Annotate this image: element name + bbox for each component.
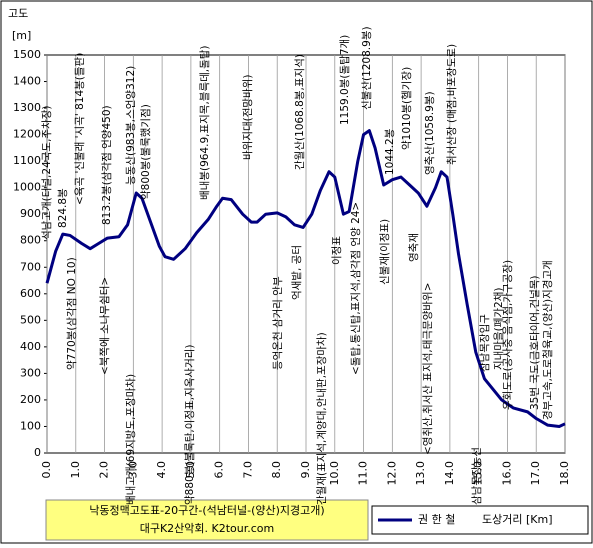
- footer-title: 낙동정맥고도표-20구간-(석남터널-(양산)지경고개): [89, 504, 324, 517]
- annotation: 약880봉(불룩탄,이정표,지옥사거리): [184, 345, 196, 506]
- annotation: 1044.2봉: [384, 128, 396, 175]
- x-tick-label: 18.0: [558, 461, 571, 486]
- y-tick-label: 1300: [13, 101, 41, 114]
- y-tick-label: 700: [20, 260, 41, 273]
- x-tick-label: 0.0: [40, 461, 53, 479]
- y-tick-label: 900: [20, 207, 41, 220]
- annotation: 이정표: [331, 236, 343, 265]
- legend-label: 권 한 철: [418, 513, 455, 526]
- x-axis-title: 도상거리 [Km]: [482, 513, 553, 526]
- annotation: 영축재: [408, 233, 420, 262]
- y-tick-label: 0: [34, 446, 41, 459]
- x-tick-label: 8.0: [270, 461, 283, 479]
- annotation: <영취산,취서산 표지석,태극문양바위>: [421, 282, 434, 455]
- y-tick-label: 1200: [13, 128, 41, 141]
- annotation: 취서산장 (매점,비포장도로): [446, 44, 458, 165]
- annotation: 바위지대(전망바위): [241, 75, 254, 160]
- annotation: 배내고개(69지방도,포장마차): [125, 374, 137, 505]
- annotation: 신불산(1208.9봉): [361, 26, 373, 110]
- y-tick-label: 100: [20, 419, 41, 432]
- y-tick-label: 1000: [13, 181, 41, 194]
- x-tick-label: 5.0: [184, 461, 197, 479]
- annotation: <육곡 '신불래 '시곡' 814봉(들판): [74, 53, 86, 205]
- annotation: 능동산(983봉,스언양312): [125, 66, 137, 185]
- annotation: 1159.0봉(돌탑7개): [339, 35, 351, 125]
- annotation: 35번 국도(금호타이어,건널목): [529, 276, 541, 411]
- x-tick-label: 4.0: [155, 461, 168, 479]
- annotation: 석남고개(터널,24국도,주차장): [41, 106, 53, 241]
- x-tick-label: 3.0: [126, 461, 139, 479]
- x-tick-label: 12.0: [385, 461, 398, 486]
- x-tick-label: 1.0: [69, 461, 82, 479]
- annotation: 경부고속,도로철육교,(양산)지경고개: [541, 260, 554, 420]
- annotation: 지내마을(폐가2채): [493, 288, 505, 371]
- y-tick-label: 500: [20, 313, 41, 326]
- y-tick-label: 200: [20, 393, 41, 406]
- annotation: 간월재(표지석,계양대,안내판,포장마차): [316, 332, 328, 505]
- annotation: 약770봉(삼각점 NO 10): [66, 257, 78, 370]
- y-axis-title: 고도: [8, 7, 28, 20]
- annotation: 영축산(1058.9봉): [424, 91, 436, 175]
- x-tick-label: 16.0: [500, 461, 513, 486]
- annotation: 삼남목장입구: [478, 314, 491, 372]
- x-tick-label: 17.0: [529, 461, 542, 486]
- y-tick-label: 800: [20, 234, 41, 247]
- annotation: 삼남목장능선: [471, 447, 483, 505]
- y-tick-label: 1400: [13, 75, 41, 88]
- legend: [371, 505, 589, 535]
- y-tick-label: 300: [20, 366, 41, 379]
- y-axis-unit: [m]: [12, 29, 31, 42]
- annotation: <돌탑,통신탑,표지석,삼각점 언양 24>: [350, 202, 362, 375]
- annotation: 억새밭, 공터: [291, 245, 303, 300]
- x-tick-label: 6.0: [213, 461, 226, 479]
- x-tick-label: 13.0: [414, 461, 427, 486]
- x-tick-label: 2.0: [98, 461, 111, 479]
- annotation: 배내봉(964.9,표지목,블륵데,돌탑): [199, 45, 211, 200]
- footer-credit: 대구K2산악회. K2tour.com: [140, 522, 275, 535]
- x-tick-label: 11.0: [357, 461, 370, 486]
- annotation: 신불재(이정표): [379, 219, 391, 285]
- annotation: 등억온천 삼거리 안부: [272, 276, 284, 370]
- annotation: 약1010봉(헬기장): [401, 67, 413, 150]
- x-tick-label: 14.0: [443, 461, 456, 486]
- elevation-line: [45, 129, 566, 428]
- footer-box: [45, 499, 369, 541]
- y-tick-label: 1500: [13, 48, 41, 61]
- annotation: 813.2봉(삼각점 언양450): [101, 105, 113, 225]
- annotation: 824.8봉: [57, 188, 69, 228]
- y-tick-label: 600: [20, 287, 41, 300]
- x-tick-label: 10.0: [328, 461, 341, 486]
- x-tick-label: 7.0: [241, 461, 254, 479]
- x-tick-label: 9.0: [299, 461, 312, 479]
- annotation: 간월산(1068.8봉,표지석): [294, 54, 306, 170]
- y-tick-label: 400: [20, 340, 41, 353]
- x-tick-label: 15.0: [472, 461, 485, 486]
- y-tick-label: 1100: [13, 154, 41, 167]
- annotation: 우회도로(공사중 음식점,가구공장): [502, 260, 514, 410]
- annotation: 약800봉(불룩했기점): [140, 104, 152, 200]
- annotation: <북쪽에 소나무쉼터>: [99, 277, 111, 375]
